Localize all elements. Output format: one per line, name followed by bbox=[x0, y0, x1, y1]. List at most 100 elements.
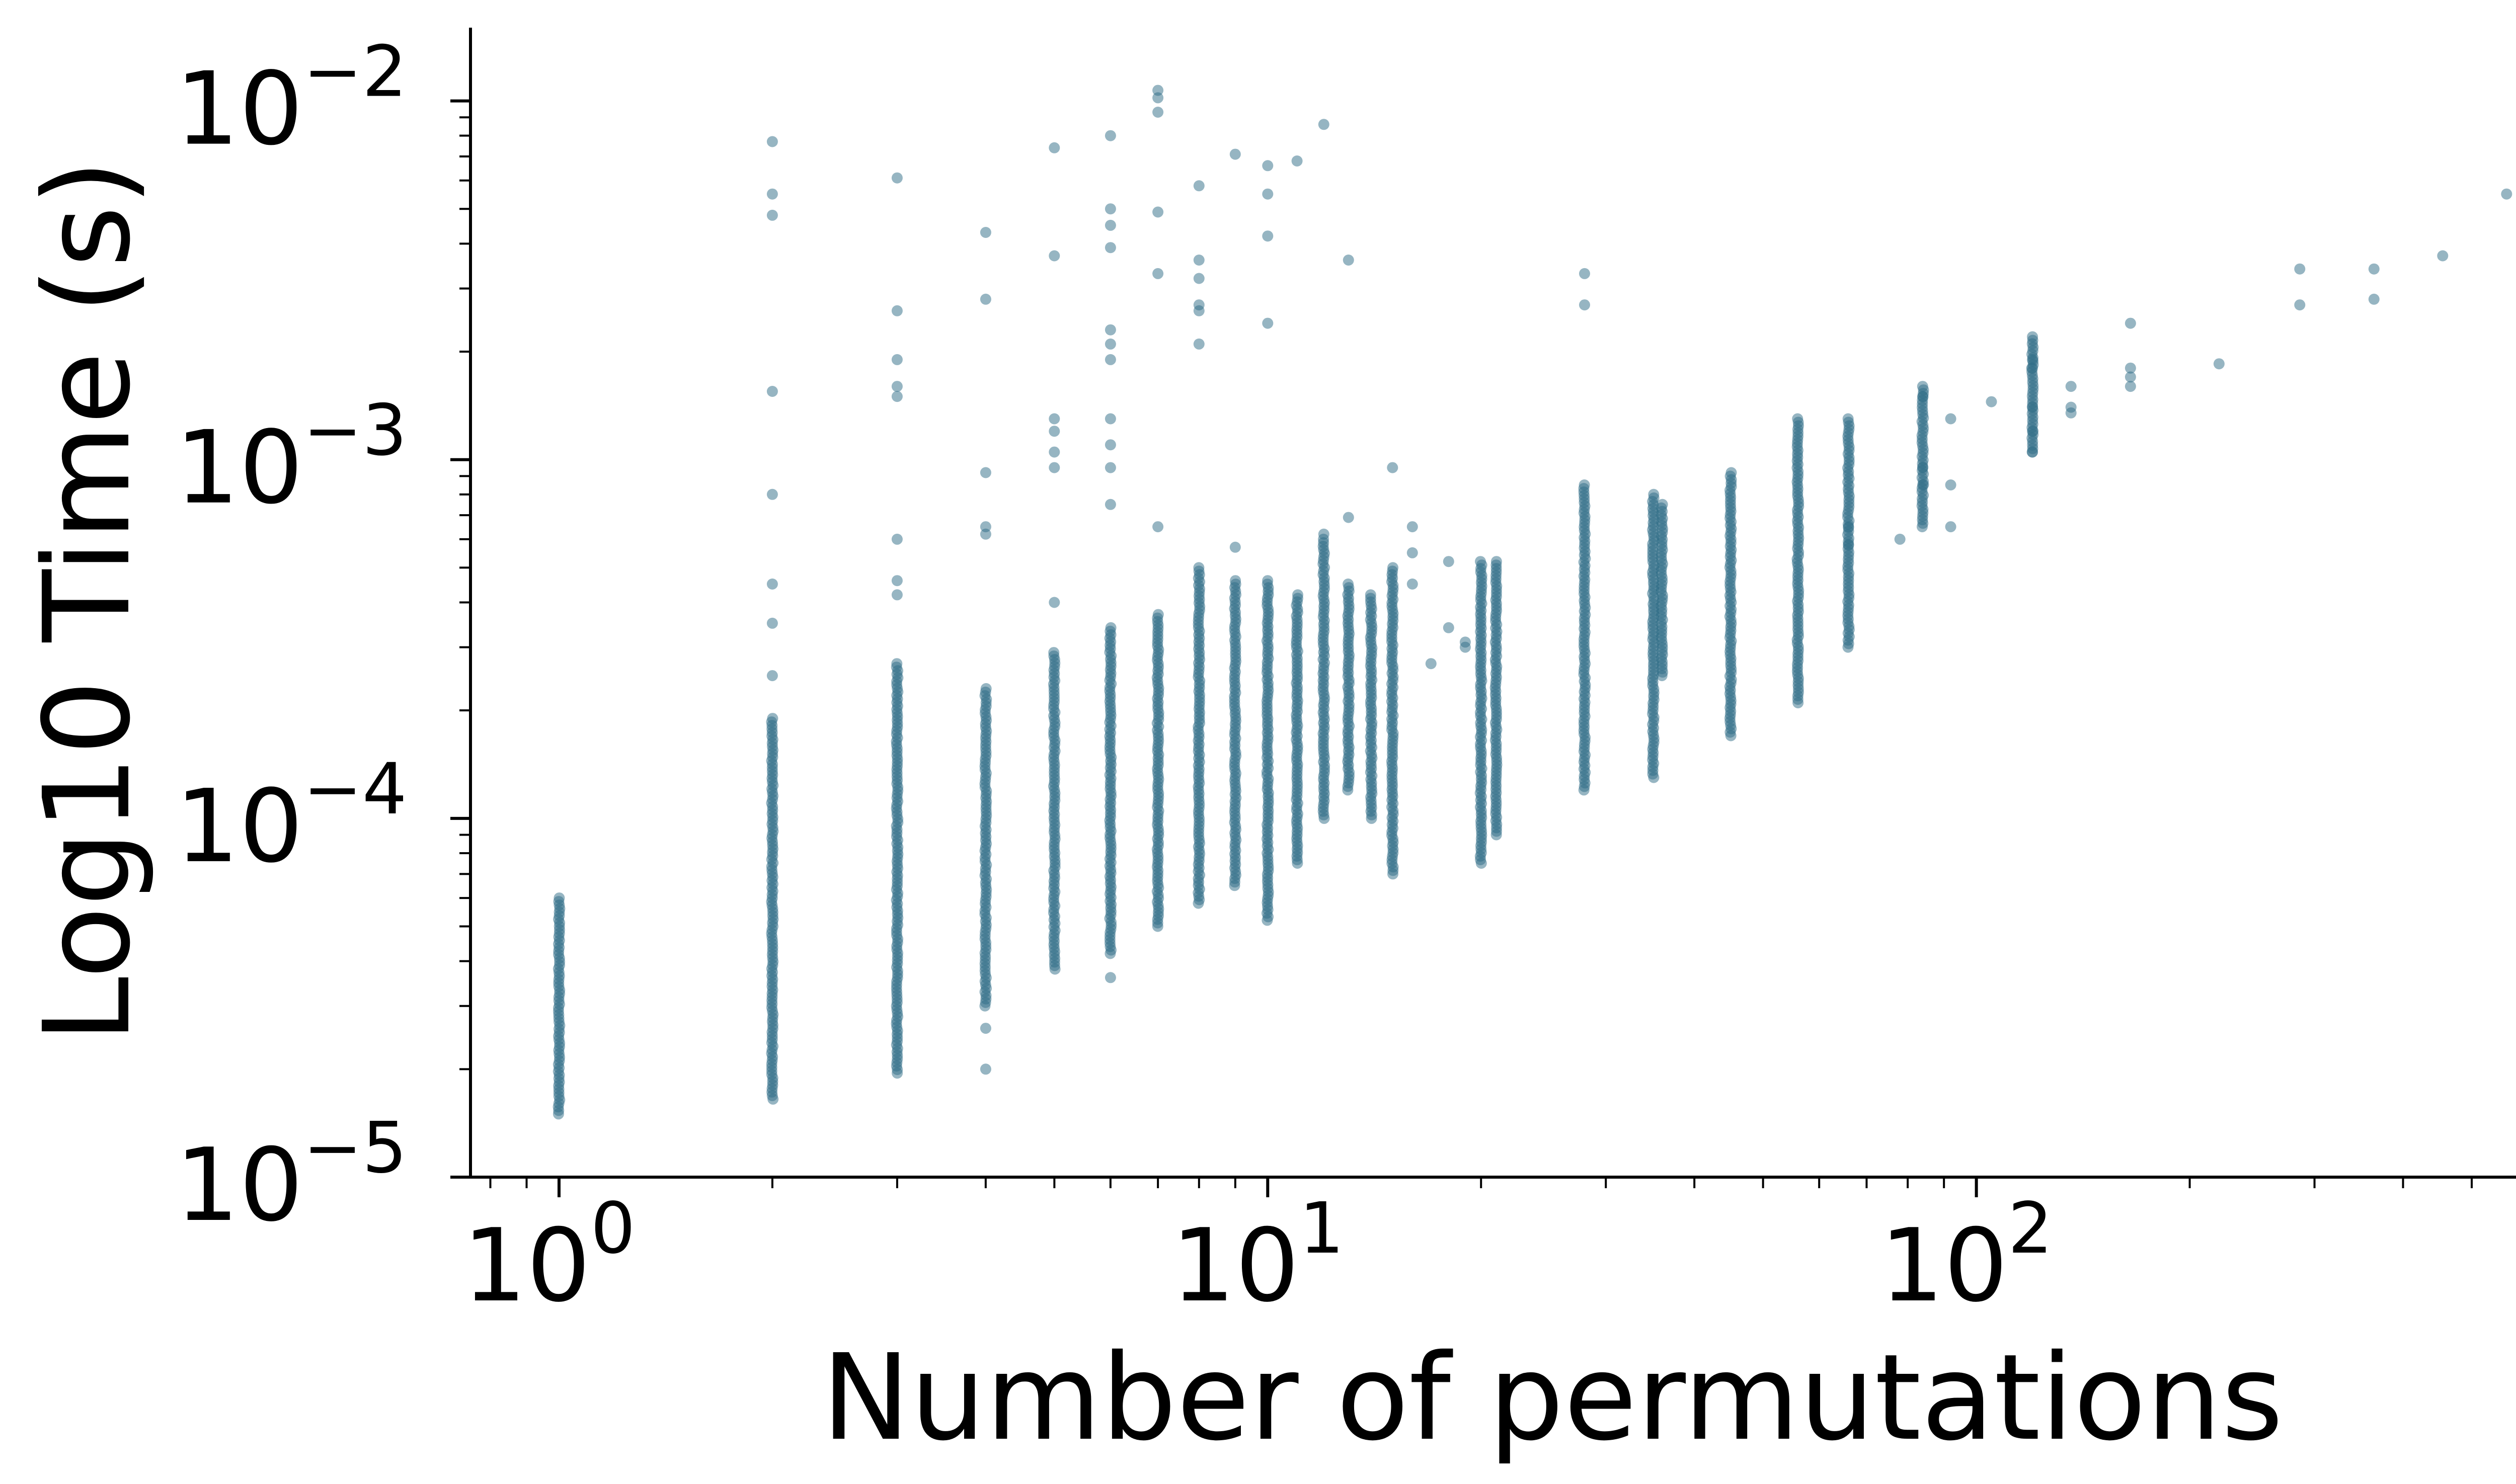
data-point bbox=[1193, 897, 1204, 909]
x-tick-label: 101 bbox=[1171, 1188, 1344, 1325]
data-point bbox=[766, 386, 778, 397]
data-point bbox=[2027, 426, 2038, 437]
data-point bbox=[766, 188, 778, 200]
data-point bbox=[979, 1000, 991, 1012]
data-point bbox=[1406, 547, 1418, 558]
data-point bbox=[891, 391, 903, 402]
data-point bbox=[766, 670, 778, 682]
data-point bbox=[2368, 293, 2380, 305]
data-point bbox=[1917, 479, 1928, 490]
data-point bbox=[1193, 338, 1205, 350]
data-point bbox=[1842, 641, 1854, 653]
y-tick-label: 10−5 bbox=[175, 1107, 407, 1244]
data-point bbox=[1343, 512, 1354, 523]
data-point bbox=[1152, 107, 1164, 118]
data-point bbox=[1387, 868, 1398, 880]
data-point bbox=[1152, 92, 1164, 104]
data-point bbox=[1049, 426, 1060, 437]
data-point bbox=[1105, 499, 1116, 510]
data-point bbox=[980, 1063, 991, 1075]
data-point bbox=[1578, 784, 1590, 796]
data-point bbox=[1292, 858, 1303, 869]
data-point bbox=[1105, 338, 1116, 350]
data-point bbox=[1579, 268, 1590, 279]
data-point bbox=[1343, 255, 1354, 266]
data-point bbox=[1318, 528, 1329, 540]
data-point bbox=[1049, 597, 1060, 608]
data-point bbox=[891, 533, 903, 545]
data-point bbox=[1579, 299, 1590, 311]
data-point bbox=[1475, 858, 1487, 869]
data-point bbox=[1105, 219, 1116, 231]
data-point bbox=[980, 528, 991, 540]
data-point bbox=[1049, 963, 1061, 975]
data-point bbox=[2294, 263, 2306, 275]
data-point bbox=[1843, 521, 1854, 533]
data-point bbox=[1262, 317, 1274, 329]
data-point bbox=[1986, 396, 1997, 407]
data-point bbox=[1917, 391, 1928, 402]
data-point bbox=[1152, 521, 1164, 533]
data-point bbox=[2125, 317, 2136, 329]
data-point bbox=[766, 136, 778, 147]
data-point bbox=[1193, 273, 1205, 284]
data-point bbox=[1152, 268, 1164, 279]
data-point bbox=[1945, 521, 1956, 533]
data-point bbox=[553, 1108, 564, 1120]
data-point bbox=[1406, 579, 1418, 590]
data-point bbox=[1917, 521, 1928, 533]
data-point bbox=[1193, 305, 1205, 316]
data-point bbox=[980, 293, 991, 305]
data-point bbox=[891, 354, 903, 365]
data-point bbox=[1105, 972, 1116, 983]
data-point bbox=[1262, 230, 1274, 242]
data-point bbox=[1105, 354, 1116, 365]
data-point bbox=[1152, 206, 1164, 218]
data-point bbox=[2368, 263, 2380, 275]
data-point bbox=[1105, 462, 1116, 473]
y-tick-label: 10−4 bbox=[175, 749, 407, 885]
data-point bbox=[1229, 148, 1241, 160]
data-point bbox=[1725, 730, 1737, 741]
data-point bbox=[1193, 255, 1205, 266]
x-axis-label: Number of permutations bbox=[821, 1329, 2283, 1467]
data-point bbox=[1229, 541, 1241, 553]
data-point bbox=[1366, 812, 1377, 824]
data-point bbox=[2027, 362, 2038, 374]
ticks: 100 101 102 10−5 10−4 10−3 10−2 bbox=[175, 31, 2473, 1325]
data-point bbox=[1105, 948, 1116, 959]
data-point bbox=[1894, 533, 1906, 545]
data-point bbox=[2213, 358, 2225, 370]
data-point bbox=[1648, 772, 1660, 783]
data-point bbox=[1318, 812, 1330, 824]
data-point bbox=[1049, 446, 1060, 458]
data-point bbox=[891, 589, 903, 601]
data-point bbox=[766, 617, 778, 629]
data-point bbox=[1262, 160, 1274, 172]
data-point bbox=[1049, 250, 1060, 262]
data-point bbox=[1193, 180, 1205, 192]
y-axis-label: Log10 Time (s) bbox=[18, 159, 156, 1043]
data-point bbox=[2125, 381, 2136, 392]
data-point bbox=[2501, 188, 2512, 200]
data-point bbox=[2065, 407, 2077, 419]
data-point bbox=[1229, 880, 1240, 891]
data-point bbox=[2027, 401, 2038, 413]
data-point bbox=[2027, 354, 2038, 365]
data-point bbox=[1490, 829, 1502, 841]
data-point bbox=[1049, 142, 1060, 153]
data-point bbox=[1291, 155, 1303, 167]
data-point bbox=[1049, 462, 1060, 473]
data-point bbox=[2294, 299, 2306, 311]
data-point bbox=[891, 172, 903, 184]
data-point bbox=[1656, 670, 1668, 682]
data-point bbox=[1105, 242, 1116, 254]
data-point bbox=[1152, 921, 1163, 932]
data-point bbox=[1443, 622, 1454, 633]
data-point bbox=[1443, 556, 1454, 567]
data-point bbox=[1105, 413, 1116, 425]
y-tick-label: 10−3 bbox=[175, 390, 407, 527]
data-point bbox=[766, 209, 778, 221]
